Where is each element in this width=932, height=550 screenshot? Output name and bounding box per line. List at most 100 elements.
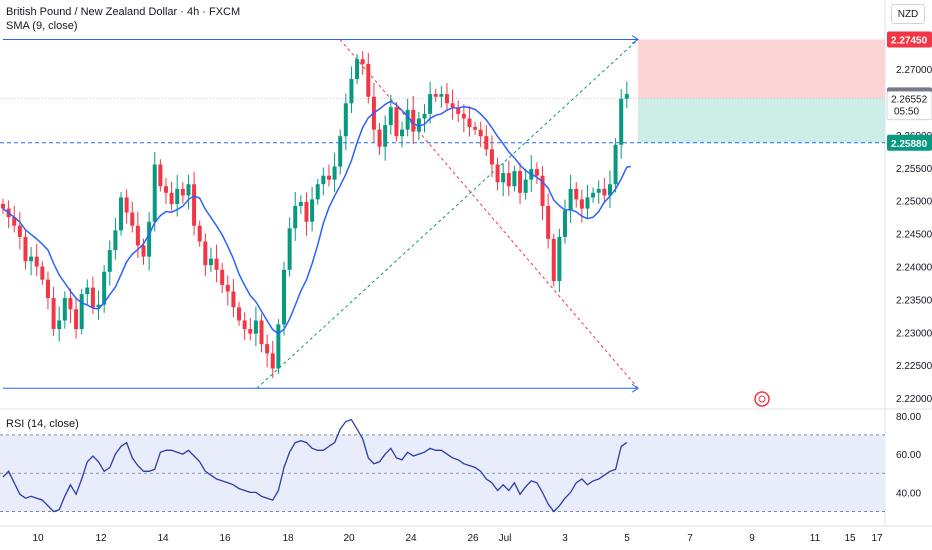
candle-body [585, 197, 590, 209]
time-tick-label: 14 [157, 533, 169, 544]
candle-body [293, 205, 298, 229]
price-axis: 2.270002.265002.260002.255002.250002.245… [896, 65, 932, 499]
candle-body [40, 266, 45, 280]
candle-body [298, 202, 303, 206]
time-tick-label: 20 [343, 533, 355, 544]
candle-body [107, 250, 112, 272]
candle-body [568, 188, 573, 211]
time-tick-label: 18 [282, 533, 294, 544]
candle-body [613, 144, 618, 185]
price-tick-label: 2.23500 [896, 295, 932, 306]
last-price-badge [886, 91, 932, 121]
candle-body [214, 258, 219, 270]
time-tick-label: 9 [749, 533, 755, 544]
candle-body [512, 171, 517, 187]
horizontal-lines [0, 35, 885, 393]
candle-body [130, 212, 135, 226]
candle-body [574, 188, 579, 200]
candle-body [456, 107, 461, 114]
candle-body [119, 197, 124, 231]
candle-body [366, 63, 371, 97]
candle-body [484, 136, 489, 150]
candle-body [534, 169, 539, 176]
time-tick-label: 15 [844, 533, 856, 544]
candle-body [225, 284, 230, 292]
candle-body [175, 188, 180, 204]
rsi-tick-label: 40.00 [896, 488, 921, 499]
candle-body [192, 184, 197, 226]
candle-body [394, 107, 399, 137]
candle-body [124, 197, 129, 213]
sma-line [2, 100, 631, 335]
candle-body [282, 269, 286, 325]
rsi-band [0, 434, 885, 512]
candle-body [259, 320, 264, 345]
candle-body [180, 188, 185, 196]
candle-body [208, 258, 213, 266]
candle-body [17, 225, 22, 237]
candle-body [304, 202, 309, 222]
candle-body [422, 113, 427, 119]
candle-body [602, 188, 607, 196]
candle-body [433, 94, 438, 97]
rsi-tick-label: 60.00 [896, 450, 921, 461]
price-tick-label: 2.25500 [896, 164, 932, 175]
candle-body [591, 192, 596, 198]
support-arrow-icon [631, 383, 639, 393]
candle-body [506, 173, 511, 187]
symbol-title: British Pound / New Zealand Dollar · 4h … [6, 6, 241, 18]
candle-body [523, 179, 528, 193]
countdown-text: 05:50 [894, 107, 919, 118]
candle-body [57, 320, 62, 330]
candle-body [237, 307, 242, 321]
price-tick-label: 2.22500 [896, 361, 932, 372]
target-badge-text: 2.27450 [891, 35, 928, 46]
candle-body [62, 298, 67, 321]
candle-body [450, 103, 455, 108]
candle-body [79, 294, 84, 330]
candle-body [607, 184, 612, 196]
entry-badge-text: 2.25880 [891, 139, 928, 150]
candle-body [355, 59, 360, 79]
candle-body [270, 353, 275, 369]
price-tick-label: 2.24500 [896, 230, 932, 241]
position-zones [638, 39, 885, 143]
candle-body [624, 94, 629, 99]
candle-body [276, 324, 281, 369]
candle-body [473, 127, 478, 130]
bull-projection-line [256, 39, 639, 389]
candle-body [163, 186, 168, 193]
candle-body [360, 59, 365, 64]
candle-body [489, 149, 494, 165]
candle-body [349, 78, 354, 104]
candle-body [388, 107, 393, 126]
rsi-tick-label: 80.00 [896, 412, 921, 423]
price-tick-label: 2.24000 [896, 263, 932, 274]
candle-body [551, 238, 556, 281]
candle-body [231, 291, 236, 308]
currency-selector[interactable]: NZD [891, 4, 925, 24]
candle-body [332, 166, 337, 180]
candle-body [439, 94, 444, 97]
candle-body [444, 94, 449, 104]
time-tick-label: 26 [467, 533, 479, 544]
candle-body [563, 210, 567, 237]
rsi-pane [0, 418, 885, 513]
candle-body [287, 228, 292, 270]
candle-body [1, 204, 5, 209]
time-tick-label: 10 [32, 533, 44, 544]
candle-body [428, 94, 433, 114]
time-tick-label: 5 [624, 533, 630, 544]
candle-body [400, 129, 405, 137]
candle-body [147, 221, 152, 257]
candle-body [596, 188, 601, 193]
candle-body [96, 304, 101, 308]
candle-body [343, 103, 348, 137]
candle-body [619, 98, 624, 145]
candle-body [242, 320, 247, 330]
candle-body [45, 279, 50, 299]
candle-body [338, 136, 343, 167]
candle-body [315, 184, 320, 200]
price-tick-label: 2.22000 [896, 394, 932, 405]
candle-body [51, 298, 56, 330]
